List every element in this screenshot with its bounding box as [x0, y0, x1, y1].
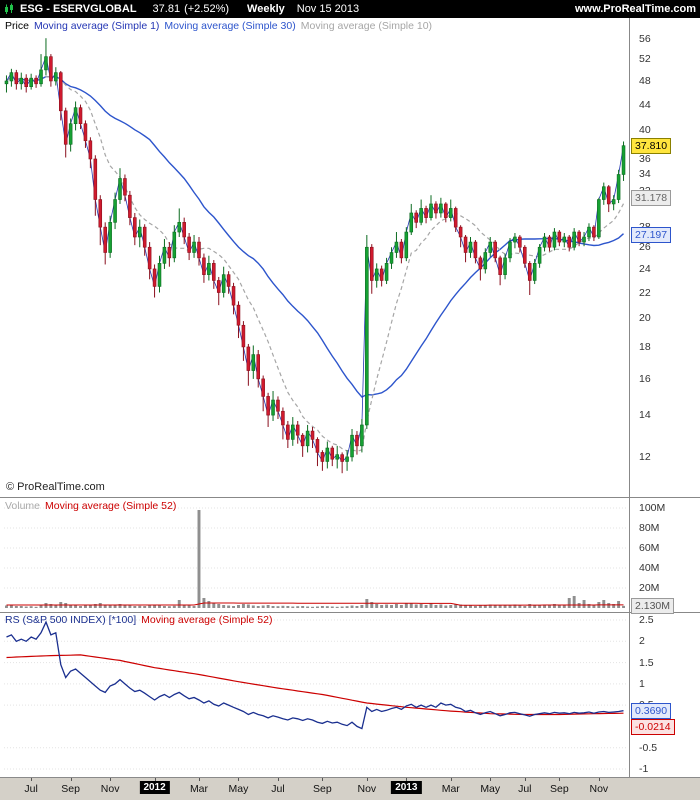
time-axis-tick [154, 778, 156, 781]
volume-axis-label: 40M [639, 562, 660, 574]
change-label: (+2.52%) [184, 3, 230, 15]
ma-value-tag: 27.197 [631, 227, 672, 244]
time-axis-tick [277, 778, 279, 781]
volume-panel-legend: Volume Moving average (Simple 52) [5, 500, 181, 512]
time-axis-tick [450, 778, 452, 781]
rs-axis-label: 2 [639, 635, 645, 648]
rs-axis-label: 2.5 [639, 614, 654, 626]
volume-axis-label: 20M [639, 582, 660, 594]
time-axis-tick [598, 778, 600, 781]
price-panel-legend: Price Moving average (Simple 1) Moving ave… [5, 20, 437, 32]
timeframe-label: Weekly [247, 3, 285, 15]
time-axis-tick [198, 778, 200, 781]
price-axis-label: 36 [639, 152, 651, 165]
rs-axis-label: -1 [639, 763, 649, 775]
time-axis-tick [524, 778, 526, 781]
price-axis-label: 22 [639, 286, 651, 299]
rs-axis-label: 1.5 [639, 656, 654, 669]
legend-item[interactable]: Moving average (Simple 30) [164, 20, 296, 32]
time-axis-year-label: 2013 [391, 781, 422, 794]
time-axis-tick [238, 778, 240, 781]
time-axis-year-label: 2012 [139, 781, 170, 794]
rs-value-tag: 0.3690 [631, 702, 672, 719]
rs-axis-label: -0.5 [639, 741, 658, 754]
time-axis-month-label: May [228, 783, 249, 795]
rs-value-tag: -0.0214 [631, 719, 675, 736]
legend-item[interactable]: Moving average (Simple 10) [300, 20, 433, 32]
time-axis-tick [366, 778, 368, 781]
last-price-label: 37.81 [152, 3, 181, 15]
time-axis-month-label: Sep [550, 783, 569, 795]
price-axis-label: 16 [639, 372, 651, 385]
legend-item[interactable]: Moving average (Simple 52) [141, 614, 273, 626]
legend-item[interactable]: Moving average (Simple 1) [33, 20, 160, 32]
time-axis-month-label: Jul [518, 783, 532, 795]
time-axis-tick [110, 778, 112, 781]
time-axis-month-label: Mar [189, 783, 209, 795]
prorealtime-watermark: © ProRealTime.com [6, 481, 105, 493]
time-axis-month-label: Jul [24, 783, 38, 795]
time-axis-month-label: Mar [441, 783, 460, 795]
last-price-tag: 37.810 [631, 137, 672, 154]
price-axis-label: 56 [639, 33, 651, 46]
legend-item[interactable]: Moving average (Simple 52) [45, 500, 177, 512]
ma-value-tag: 31.178 [631, 189, 672, 206]
time-axis-month-label: Jul [271, 783, 285, 795]
time-axis-month-label: Sep [313, 783, 332, 795]
date-label: Nov 15 2013 [296, 3, 360, 15]
volume-axis-label: 80M [639, 522, 660, 534]
price-axis-label: 44 [639, 98, 651, 111]
volume-axis-label: 60M [639, 542, 660, 554]
price-axis-label: 34 [639, 168, 651, 181]
time-axis[interactable]: Jul Sep Nov 2012 Mar May Jul Sep Nov 2013 Mar May Ju… [0, 777, 700, 800]
price-axis-label: 14 [639, 409, 651, 422]
price-axis-label: 20 [639, 312, 651, 325]
price-axis-label: 24 [639, 262, 651, 275]
rs-axis-label: 1 [639, 677, 645, 690]
symbol-label: ESG - ESERVGLOBAL [20, 3, 137, 15]
time-axis-month-label: Nov [100, 783, 120, 795]
price-axis-label: 48 [639, 74, 651, 87]
price-axis-label: 52 [639, 53, 651, 66]
legend-item[interactable]: Price [5, 20, 29, 32]
price-axis-label: 18 [639, 340, 651, 353]
volume-value-tag: 2.130M [631, 597, 675, 614]
prorealtime-site-link[interactable]: www.ProRealTime.com [574, 3, 696, 15]
time-axis-tick [31, 778, 33, 781]
time-axis-month-label: May [480, 783, 501, 795]
rs-panel-legend: RS (S&P 500 INDEX) [*100] Moving average … [5, 614, 277, 626]
time-axis-month-label: Sep [61, 783, 80, 795]
legend-item[interactable]: Volume [5, 500, 41, 512]
time-axis-month-label: Nov [589, 783, 609, 795]
time-axis-tick [559, 778, 561, 781]
legend-item[interactable]: RS (S&P 500 INDEX) [*100] [5, 614, 137, 626]
time-axis-month-label: Nov [357, 783, 377, 795]
time-axis-tick [490, 778, 492, 781]
time-axis-tick [322, 778, 324, 781]
candlestick-app-icon [3, 3, 15, 15]
price-axis-label: 12 [639, 450, 651, 463]
price-axis-label: 26 [639, 241, 651, 254]
time-axis-tick [70, 778, 72, 781]
volume-axis-label: 100M [639, 502, 666, 514]
title-bar: ESG - ESERVGLOBAL 37.81 (+2.52%) Weekly … [0, 0, 700, 18]
price-axis-label: 40 [639, 124, 651, 137]
time-axis-tick [406, 778, 408, 781]
